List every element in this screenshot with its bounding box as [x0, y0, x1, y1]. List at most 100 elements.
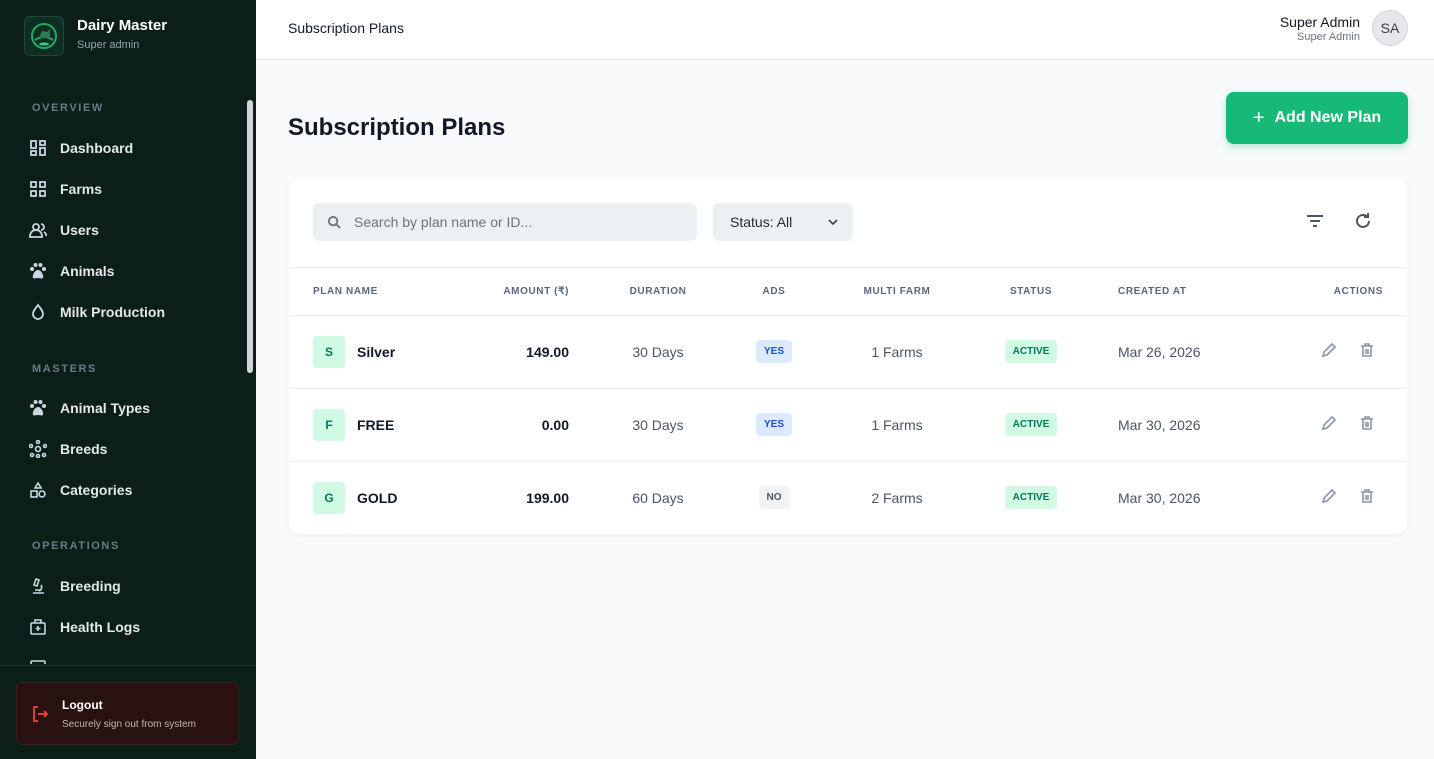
- sidebar-item-health-logs[interactable]: Health Logs: [0, 606, 256, 647]
- table-row[interactable]: G GOLD 199.00 60 Days NO 2 Farms ACTIVE M…: [313, 461, 1383, 534]
- sidebar-item-label: Health Logs: [60, 618, 141, 635]
- user-name: Super Admin: [1279, 13, 1360, 30]
- sidebar-item-farms[interactable]: Farms: [0, 168, 256, 209]
- divider: [289, 315, 1407, 316]
- sidebar-item-label: Breeding: [60, 577, 121, 594]
- app-subtitle: Super admin: [77, 39, 140, 51]
- ads-badge: YES: [755, 340, 792, 363]
- plan-initial: S: [313, 335, 345, 368]
- status-select-value: Status: All: [730, 214, 793, 230]
- status-badge: ACTIVE: [1004, 486, 1058, 509]
- plan-duration: 60 Days: [632, 489, 684, 506]
- page-title: Subscription Plans: [288, 114, 506, 141]
- search-placeholder: Search by plan name or ID...: [354, 214, 533, 230]
- paw-icon: [30, 399, 46, 415]
- sidebar-item-label: Categories: [60, 481, 133, 498]
- section-operations: OPERATIONS: [32, 540, 120, 552]
- topbar: Subscription Plans Super Admin Super Admi…: [256, 0, 1434, 60]
- sidebar-item-categories[interactable]: Categories: [0, 469, 256, 510]
- sidebar-item-partial[interactable]: [0, 647, 256, 664]
- plan-initial: G: [313, 481, 345, 514]
- sidebar-item-milk-production[interactable]: Milk Production: [0, 291, 256, 332]
- filter-icon[interactable]: [1305, 211, 1325, 231]
- ads-badge: NO: [758, 486, 790, 509]
- plan-name: FREE: [357, 416, 395, 433]
- col-plan-name[interactable]: Plan Name: [313, 285, 378, 297]
- sidebar-item-animals[interactable]: Animals: [0, 250, 256, 291]
- plans-card: Search by plan name or ID... Status: All…: [289, 178, 1407, 534]
- plan-multi-farm: 1 Farms: [871, 416, 923, 433]
- sidebar-item-label: Breeds: [60, 440, 108, 457]
- divider: [0, 665, 256, 666]
- divider: [289, 461, 1407, 462]
- logout-label: Logout: [62, 697, 103, 712]
- col-status[interactable]: Status: [1009, 285, 1053, 297]
- col-ads[interactable]: Ads: [762, 285, 786, 297]
- avatar[interactable]: SA: [1372, 10, 1408, 46]
- microscope-icon: [32, 577, 44, 594]
- brand[interactable]: Dairy Master Super admin: [24, 16, 167, 56]
- edit-icon[interactable]: [1321, 342, 1337, 358]
- plan-amount: 0.00: [541, 416, 569, 433]
- table-row[interactable]: S Silver 149.00 30 Days YES 1 Farms ACTIV…: [313, 315, 1383, 388]
- col-duration[interactable]: Duration: [629, 285, 687, 297]
- sidebar-item-label: Farms: [60, 180, 103, 197]
- col-created-at[interactable]: Created At: [1118, 285, 1187, 297]
- trash-icon[interactable]: [1359, 415, 1375, 431]
- sidebar-item-label: Milk Production: [60, 303, 165, 320]
- sidebar-nav: OVERVIEW Dashboard Farms Users Animals M…: [0, 88, 256, 664]
- plan-multi-farm: 1 Farms: [871, 343, 923, 360]
- plan-created-at: Mar 30, 2026: [1118, 416, 1201, 433]
- user-role: Super Admin: [1297, 30, 1360, 43]
- edit-icon[interactable]: [1321, 415, 1337, 431]
- sidebar-item-users[interactable]: Users: [0, 209, 256, 250]
- app-title: Dairy Master: [77, 17, 168, 34]
- breadcrumb: Subscription Plans: [288, 20, 404, 36]
- refresh-icon[interactable]: [1353, 211, 1373, 231]
- section-masters: MASTERS: [32, 363, 97, 375]
- plan-initial: F: [313, 408, 345, 441]
- grid-icon: [30, 180, 46, 197]
- col-multi-farm[interactable]: Multi Farm: [863, 285, 931, 297]
- chevron-down-icon: [828, 219, 838, 226]
- trash-icon[interactable]: [1359, 342, 1375, 358]
- plan-amount: 199.00: [526, 489, 569, 506]
- logout-icon: [33, 705, 49, 722]
- status-badge: ACTIVE: [1004, 413, 1058, 436]
- sidebar-item-animal-types[interactable]: Animal Types: [0, 387, 256, 428]
- status-select[interactable]: Status: All: [713, 203, 853, 241]
- section-overview: OVERVIEW: [32, 102, 104, 114]
- users-icon: [29, 222, 47, 238]
- sidebar: Dairy Master Super admin OVERVIEW Dashboa…: [0, 0, 256, 759]
- sidebar-item-breeding[interactable]: Breeding: [0, 565, 256, 606]
- col-amount[interactable]: Amount (₹): [503, 285, 569, 297]
- trash-icon[interactable]: [1359, 488, 1375, 504]
- edit-icon[interactable]: [1321, 488, 1337, 504]
- plan-name: GOLD: [357, 489, 398, 506]
- logout-button[interactable]: Logout Securely sign out from system: [16, 682, 239, 745]
- status-badge: ACTIVE: [1004, 340, 1058, 363]
- molecule-icon: [29, 439, 47, 458]
- plans-table: Plan Name Amount (₹) Duration Ads Multi …: [313, 267, 1383, 534]
- shapes-icon: [30, 480, 46, 498]
- logout-subtitle: Securely sign out from system: [62, 718, 196, 730]
- sidebar-item-label: Users: [60, 221, 99, 238]
- col-actions: Actions: [1333, 285, 1383, 297]
- plan-duration: 30 Days: [632, 343, 684, 360]
- logo-icon: [24, 16, 64, 56]
- drop-icon: [32, 303, 44, 320]
- table-row[interactable]: F FREE 0.00 30 Days YES 1 Farms ACTIVE Ma…: [313, 388, 1383, 461]
- ads-badge: YES: [755, 413, 792, 436]
- user-menu[interactable]: Super Admin Super Admin SA: [1280, 10, 1408, 46]
- add-new-plan-button[interactable]: + Add New Plan: [1226, 92, 1408, 144]
- divider: [289, 267, 1407, 268]
- paw-icon: [30, 262, 46, 278]
- plan-amount: 149.00: [526, 343, 569, 360]
- search-input[interactable]: Search by plan name or ID...: [313, 203, 697, 241]
- sidebar-scrollbar[interactable]: [247, 100, 253, 373]
- document-icon: [30, 659, 46, 664]
- sidebar-item-breeds[interactable]: Breeds: [0, 428, 256, 469]
- plan-name: Silver: [357, 343, 396, 360]
- sidebar-item-dashboard[interactable]: Dashboard: [0, 127, 256, 168]
- divider: [289, 388, 1407, 389]
